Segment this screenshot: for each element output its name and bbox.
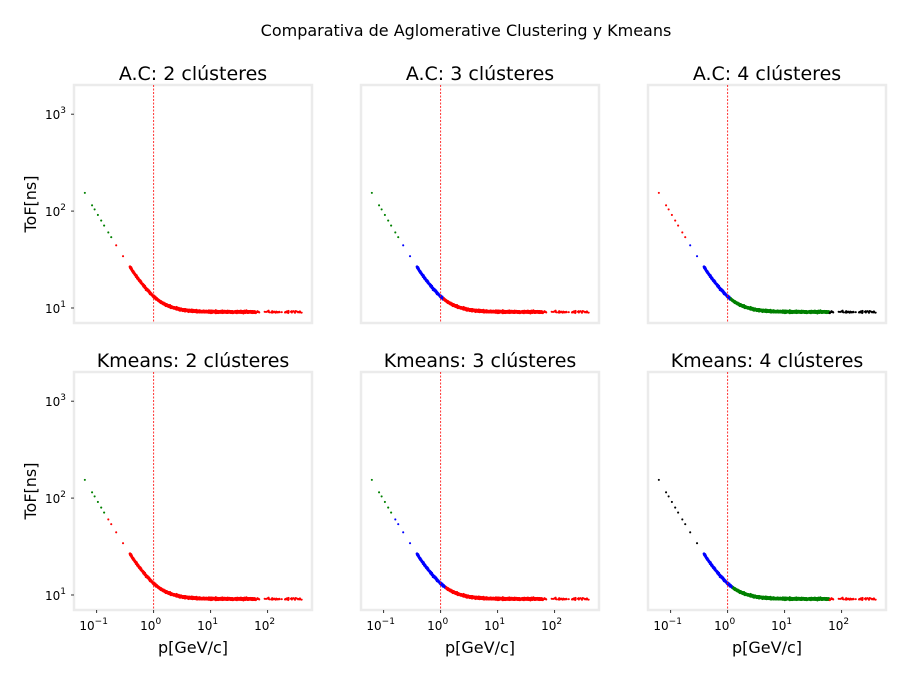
data-point <box>248 310 251 313</box>
data-point <box>254 312 257 315</box>
data-point <box>236 311 239 314</box>
data-point <box>96 213 99 216</box>
data-point <box>220 311 223 314</box>
data-point <box>263 310 266 313</box>
plot-frame <box>72 83 314 325</box>
data-point <box>225 311 229 314</box>
data-point <box>141 283 144 286</box>
data-point <box>298 310 301 313</box>
data-point <box>293 311 297 314</box>
data-point <box>91 204 94 207</box>
scatter-points <box>370 191 590 315</box>
data-point <box>139 281 143 284</box>
data-point <box>182 309 185 312</box>
data-point <box>169 307 172 310</box>
data-point <box>175 306 178 310</box>
data-point <box>300 311 303 314</box>
data-point <box>287 311 290 314</box>
data-point <box>137 278 140 281</box>
data-point <box>231 312 234 315</box>
data-point <box>149 292 152 295</box>
data-point <box>121 255 125 258</box>
data-point <box>273 310 276 313</box>
data-point <box>408 255 412 258</box>
data-point <box>291 310 294 313</box>
y-tick-label: 101 <box>45 300 66 316</box>
data-point <box>168 304 171 307</box>
data-point <box>243 309 246 313</box>
data-point <box>110 236 113 239</box>
data-point <box>214 309 217 312</box>
data-point <box>378 204 381 207</box>
data-point <box>135 276 138 279</box>
subplot-2: A.C: 3 clústeres <box>359 63 601 325</box>
data-point <box>158 300 161 303</box>
data-point <box>402 244 405 247</box>
data-point <box>239 309 242 312</box>
data-point <box>173 307 176 310</box>
data-point <box>441 297 444 300</box>
data-point <box>180 307 183 310</box>
data-point <box>394 231 397 234</box>
y-tick-label: 102 <box>45 203 66 219</box>
data-point <box>161 301 164 304</box>
data-point <box>129 265 132 268</box>
data-point <box>268 311 271 314</box>
data-point <box>185 308 188 312</box>
data-point <box>93 208 96 211</box>
data-point <box>144 288 147 291</box>
data-point <box>390 224 393 227</box>
data-point <box>197 310 200 313</box>
data-point <box>190 310 193 313</box>
data-point <box>202 310 205 313</box>
subplot-title: A.C: 3 clústeres <box>406 63 554 85</box>
data-point <box>133 272 136 275</box>
y-tick-label: 103 <box>45 106 66 122</box>
data-point <box>387 219 390 222</box>
data-point <box>187 309 190 312</box>
plot-frame <box>359 83 601 325</box>
data-point <box>256 310 259 313</box>
figure-title: Comparativa de Aglomerative Clustering y… <box>261 21 672 40</box>
data-point <box>100 219 103 222</box>
scatter-points <box>83 191 303 315</box>
data-point <box>103 224 106 227</box>
y-axis-label: ToF[ns] <box>21 175 40 233</box>
data-point <box>380 208 383 211</box>
data-point <box>370 191 373 194</box>
data-point <box>209 310 212 313</box>
data-point <box>212 309 215 312</box>
data-point <box>229 310 232 313</box>
data-point <box>222 310 226 313</box>
data-point <box>285 310 288 313</box>
data-point <box>383 213 386 216</box>
data-point <box>154 297 157 300</box>
subplot-1: A.C: 2 clústeres 101 102 103 ToF[ns] <box>21 63 314 325</box>
data-point <box>83 191 86 194</box>
data-point <box>115 244 118 247</box>
data-point <box>280 311 283 314</box>
data-point <box>107 231 110 234</box>
subplot-grid: A.C: 2 clústeres 101 102 103 ToF[ns] A.C: 3 c… <box>21 63 888 657</box>
data-point <box>233 311 236 314</box>
data-point <box>397 236 400 239</box>
data-point <box>276 311 279 314</box>
subplot-title: A.C: 2 clústeres <box>119 63 267 85</box>
data-point <box>207 310 210 313</box>
